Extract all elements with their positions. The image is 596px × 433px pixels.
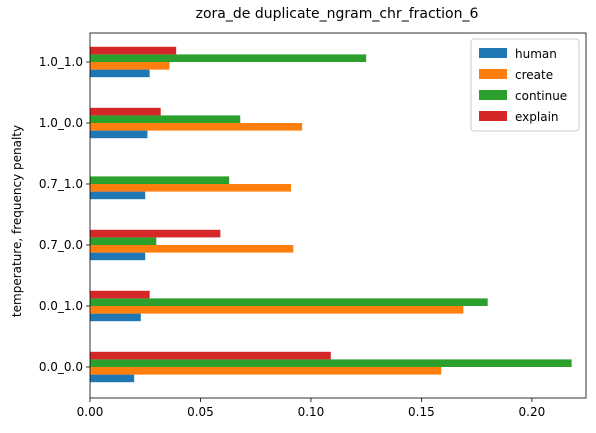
y-tick-label: 0.7_1.0: [39, 177, 83, 191]
legend-swatch-continue: [479, 90, 507, 100]
bar-human-0.7_1.0: [90, 191, 146, 200]
bar-continue-1.0_0.0: [90, 115, 241, 123]
legend-box: [470, 38, 580, 132]
legend-swatch-create: [479, 69, 507, 79]
bar-create-0.7_1.0: [90, 184, 292, 192]
bar-create-0.7_0.0: [90, 245, 294, 253]
x-tick-label: 0.20: [519, 405, 546, 419]
bar-explain-0.0_1.0: [90, 290, 150, 299]
bar-human-1.0_0.0: [90, 130, 148, 139]
legend-label-explain: explain: [515, 110, 559, 124]
plot-frame: [89, 32, 587, 399]
bar-create-0.0_1.0: [90, 306, 464, 314]
bar-explain-0.7_0.0: [90, 229, 221, 238]
bars-group: [90, 46, 572, 383]
bar-human-0.7_0.0: [90, 252, 146, 261]
x-ticks: 0.00 0.05 0.10 0.15 0.20: [77, 398, 546, 419]
legend-swatch-explain: [479, 111, 507, 121]
y-tick-label: 0.7_0.0: [39, 238, 83, 252]
y-ticks: 0.0_0.0 0.0_1.0 0.7_0.0 0.7_1.0 1.0_0.0 1.0_1…: [39, 55, 90, 374]
bar-continue-0.0_0.0: [90, 359, 572, 367]
bar-create-1.0_1.0: [90, 62, 170, 70]
legend-label-human: human: [515, 47, 557, 61]
chart-title: zora_de duplicate_ngram_chr_fraction_6: [196, 6, 479, 22]
bar-continue-1.0_1.0: [90, 54, 367, 62]
y-axis-label: temperature, frequency penalty: [10, 125, 24, 317]
y-tick-label: 1.0_1.0: [39, 55, 83, 69]
bar-human-0.0_1.0: [90, 313, 141, 322]
bar-create-0.0_0.0: [90, 367, 442, 375]
bar-human-0.0_0.0: [90, 374, 135, 383]
legend-label-create: create: [515, 68, 553, 82]
legend-label-continue: continue: [515, 89, 567, 103]
bar-create-1.0_0.0: [90, 123, 303, 131]
x-tick-label: 0.00: [77, 405, 104, 419]
y-tick-label: 0.0_0.0: [39, 360, 83, 374]
bar-explain-0.0_0.0: [90, 351, 331, 360]
bar-explain-1.0_1.0: [90, 46, 177, 55]
y-tick-label: 0.0_1.0: [39, 299, 83, 313]
bar-continue-0.0_1.0: [90, 298, 488, 306]
x-tick-label: 0.15: [408, 405, 435, 419]
bar-explain-1.0_0.0: [90, 107, 161, 116]
legend: human create continue explain: [470, 38, 580, 132]
x-tick-label: 0.05: [187, 405, 214, 419]
legend-swatch-human: [479, 48, 507, 58]
bar-human-1.0_1.0: [90, 69, 150, 78]
bar-continue-0.7_1.0: [90, 176, 230, 184]
y-tick-label: 1.0_0.0: [39, 116, 83, 130]
bar-continue-0.7_0.0: [90, 237, 157, 245]
x-tick-label: 0.10: [298, 405, 325, 419]
